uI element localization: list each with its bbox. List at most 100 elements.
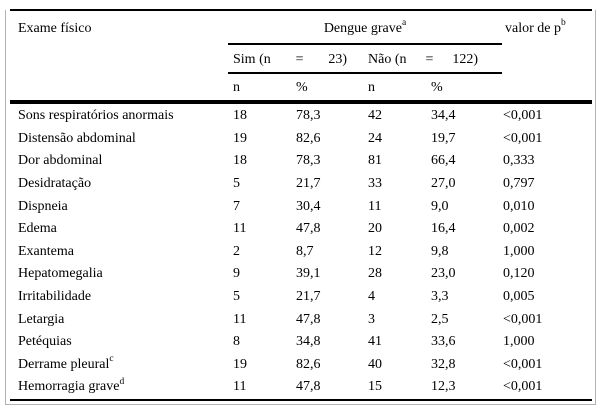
table-row: Derrame pleuralc 19 82,6 40 32,8 <0,001 <box>10 354 592 377</box>
cell-nao-pct: 66,4 <box>431 153 456 169</box>
row-label: Edema <box>10 221 233 237</box>
row-label-text: Edema <box>18 221 57 237</box>
cell-nao-n: 81 <box>368 153 382 169</box>
spanner-underline-rule <box>228 43 502 45</box>
row-label: Derrame pleuralc <box>10 354 233 373</box>
row-label-text: Dor abdominal <box>18 153 103 169</box>
cell-nao-pct: 33,6 <box>431 334 456 350</box>
stat-header-sim-n: n <box>233 80 240 95</box>
row-label-sup: d <box>119 376 125 387</box>
row-label-sup: c <box>109 354 114 365</box>
subgroup-underline-rule <box>228 72 502 74</box>
cell-p-value: <0,001 <box>503 311 543 327</box>
table-row: Edema 11 47,8 20 16,4 0,002 <box>10 218 592 241</box>
row-label: Letargia <box>10 312 233 328</box>
cell-sim-pct: 47,8 <box>296 379 321 395</box>
cell-p-value: 1,000 <box>503 243 535 259</box>
cell-sim-n: 19 <box>233 356 247 372</box>
cell-p-value: 1,000 <box>503 334 535 350</box>
row-label: Dor abdominal <box>10 153 233 169</box>
cell-sim-pct: 30,4 <box>296 198 321 214</box>
cell-nao-pct: 16,4 <box>431 221 456 237</box>
cell-sim-n: 8 <box>233 334 240 350</box>
table-row: Sons respiratórios anormais 18 78,3 42 3… <box>10 105 592 128</box>
cell-nao-pct: 9,0 <box>431 198 449 214</box>
subgroup-sim-part-3: 23) <box>328 52 347 67</box>
row-label: Petéquias <box>10 334 233 350</box>
cell-nao-n: 3 <box>368 311 375 327</box>
subgroup-sim-part-1: Sim (n <box>233 52 271 67</box>
footnote-marker-b: b <box>560 18 566 29</box>
subgroup-nao-part-1: Não (n <box>368 52 407 67</box>
row-label-text: Derrame pleural <box>18 356 110 372</box>
cell-nao-n: 28 <box>368 266 382 282</box>
footnote-marker-a: a <box>401 18 407 29</box>
cell-nao-pct: 23,0 <box>431 266 456 282</box>
figure-border <box>5 10 596 405</box>
cell-sim-pct: 78,3 <box>296 153 321 169</box>
cell-sim-n: 9 <box>233 266 240 282</box>
row-label-text: Desidratação <box>18 176 92 192</box>
spanner-header-text: Dengue grave <box>323 21 402 36</box>
cell-nao-n: 4 <box>368 289 375 305</box>
column-header-exame-fisico-label: Exame físico <box>18 21 92 36</box>
cell-p-value: <0,001 <box>503 130 543 146</box>
cell-sim-pct: 21,7 <box>296 289 321 305</box>
cell-nao-pct: 34,4 <box>431 108 456 124</box>
cell-sim-pct: 82,6 <box>296 130 321 146</box>
cell-p-value: 0,002 <box>503 221 535 237</box>
header-body-separator-rule <box>10 100 592 104</box>
cell-sim-pct: 47,8 <box>296 221 321 237</box>
cell-p-value: <0,001 <box>503 356 543 372</box>
column-header-exame-fisico: Exame físico <box>18 20 91 38</box>
row-label-text: Distensão abdominal <box>18 130 136 146</box>
row-label-text: Letargia <box>18 311 65 327</box>
cell-sim-pct: 34,8 <box>296 334 321 350</box>
cell-sim-n: 5 <box>233 176 240 192</box>
table-row: Distensão abdominal 19 82,6 24 19,7 <0,0… <box>10 128 592 151</box>
cell-nao-n: 42 <box>368 108 382 124</box>
cell-sim-n: 18 <box>233 153 247 169</box>
cell-sim-n: 19 <box>233 130 247 146</box>
cell-sim-n: 11 <box>233 379 247 395</box>
stat-header-nao-pct: % <box>431 80 443 95</box>
subgroup-sim-part-2: = <box>295 52 304 67</box>
cell-nao-pct: 32,8 <box>431 356 456 372</box>
cell-sim-n: 5 <box>233 289 240 305</box>
table-row: Dispneia 7 30,4 11 9,0 0,010 <box>10 195 592 218</box>
row-label: Exantema <box>10 244 233 260</box>
row-label: Hepatomegalia <box>10 266 233 282</box>
row-label-text: Petéquias <box>18 334 72 350</box>
cell-nao-n: 33 <box>368 176 382 192</box>
row-label: Irritabilidade <box>10 289 233 305</box>
column-header-p-value: valor de pb <box>505 18 566 38</box>
cell-p-value: <0,001 <box>503 108 543 124</box>
subgroup-nao-part-2: = <box>425 52 434 67</box>
table-row: Hepatomegalia 9 39,1 28 23,0 0,120 <box>10 263 592 286</box>
cell-p-value: 0,010 <box>503 198 535 214</box>
cell-nao-n: 41 <box>368 334 382 350</box>
cell-p-value: <0,001 <box>503 379 543 395</box>
row-label: Sons respiratórios anormais <box>10 108 233 124</box>
cell-p-value: 0,005 <box>503 289 535 305</box>
table-row: Dor abdominal 18 78,3 81 66,4 0,333 <box>10 150 592 173</box>
table-row: Hemorragia graved 11 47,8 15 12,3 <0,001 <box>10 376 592 399</box>
table-row: Exantema 2 8,7 12 9,8 1,000 <box>10 241 592 264</box>
cell-nao-n: 20 <box>368 221 382 237</box>
row-label-text: Dispneia <box>18 198 68 214</box>
cell-sim-n: 11 <box>233 311 247 327</box>
cell-sim-pct: 8,7 <box>296 243 314 259</box>
table-top-rule <box>10 9 592 11</box>
cell-p-value: 0,333 <box>503 153 535 169</box>
cell-sim-pct: 78,3 <box>296 108 321 124</box>
stat-header-nao-n: n <box>368 80 375 95</box>
spanner-header-dengue-grave: Dengue gravea <box>228 18 502 38</box>
row-label-text: Hepatomegalia <box>18 266 103 282</box>
subgroup-header-nao: Não (n = 122) <box>368 51 478 69</box>
table-bottom-rule <box>10 399 592 401</box>
row-label-text: Exantema <box>18 243 74 259</box>
cell-nao-n: 40 <box>368 356 382 372</box>
cell-sim-n: 18 <box>233 108 247 124</box>
cell-nao-pct: 3,3 <box>431 289 449 305</box>
